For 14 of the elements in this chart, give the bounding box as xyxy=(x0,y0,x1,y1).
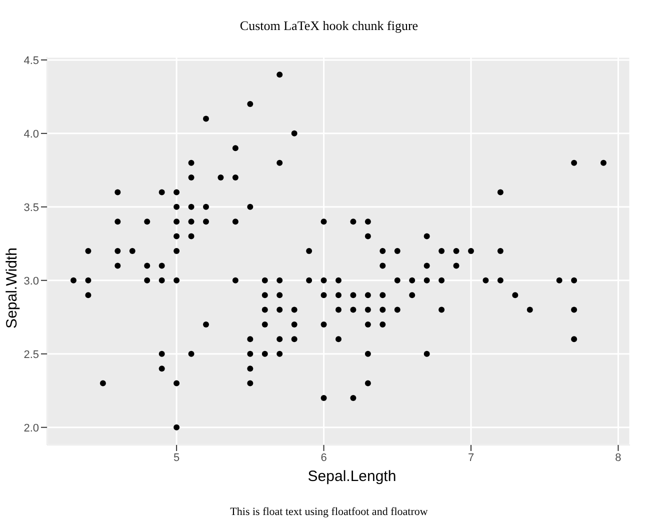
chart-title: Custom LaTeX hook chunk figure xyxy=(238,18,420,34)
y-tick-label: 4.5 xyxy=(24,54,39,67)
x-tick-label: 7 xyxy=(468,452,474,464)
y-tick-label: 3.5 xyxy=(24,202,39,214)
y-axis-title: Sepal.Width xyxy=(4,248,20,328)
y-tick-label: 2.0 xyxy=(24,422,39,434)
y-tick-label: 4.0 xyxy=(24,128,39,140)
text: This is float text using floatfoot and floatrow xyxy=(229,506,429,518)
x-axis-title: Sepal.Length xyxy=(306,468,398,485)
y-tick-label: 2.5 xyxy=(24,348,39,361)
x-tick-label: 5 xyxy=(173,452,180,464)
x-tick-label: 8 xyxy=(615,452,622,464)
x-tick-label: 6 xyxy=(320,452,327,464)
y-tick-label: 3.0 xyxy=(24,275,39,288)
